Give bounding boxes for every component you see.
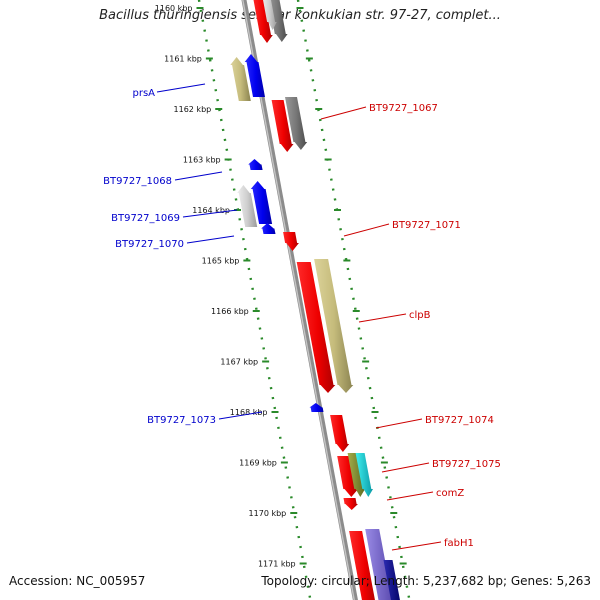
gene-label-bt9727_1068[interactable]: BT9727_1068	[103, 176, 172, 187]
kbp-label: 1171 kbp	[258, 560, 296, 569]
gene-1067-gray[interactable]	[285, 97, 308, 150]
leader-line	[174, 171, 223, 181]
gene-label-bt9727_1071[interactable]: BT9727_1071	[392, 220, 461, 231]
leader-line	[386, 491, 434, 501]
leader-line	[343, 223, 390, 237]
gene-label-prsa[interactable]: prsA	[132, 88, 155, 99]
gene-top-gray[interactable]	[268, 0, 288, 42]
gene-label-bt9727_1070[interactable]: BT9727_1070	[115, 239, 184, 250]
gene-label-bt9727_1075[interactable]: BT9727_1075	[432, 459, 501, 470]
gene-1071[interactable]	[283, 232, 299, 251]
leader-line	[358, 313, 407, 323]
gene-1075-cyan[interactable]	[355, 453, 373, 497]
gene-fabH1[interactable]	[349, 531, 377, 600]
gene-1069-lgray[interactable]	[237, 185, 258, 227]
gene-clpB-khaki[interactable]	[314, 259, 354, 393]
kbp-label: 1169 kbp	[239, 459, 277, 468]
gene-label-comz[interactable]: comZ	[436, 488, 464, 499]
genome-summary-text: Topology: circular; Length: 5,237,682 bp…	[261, 574, 591, 588]
leader-line	[375, 418, 423, 429]
kbp-ruler: 1160 kbp 1161 kbp 1162 kbp 1163 kbp 1164 kbp…	[155, 0, 411, 600]
gene-label-bt9727_1073[interactable]: BT9727_1073	[147, 415, 216, 426]
gene-prsA[interactable]	[244, 54, 265, 97]
map-title: Bacillus thuringiensis serovar konkukian…	[99, 8, 501, 23]
gene-label-clpb[interactable]: clpB	[409, 310, 431, 321]
accession-text: Accession: NC_005957	[9, 574, 146, 588]
kbp-label: 1166 kbp	[211, 307, 249, 316]
leader-line	[156, 83, 206, 93]
gene-prsA-khaki[interactable]	[230, 57, 251, 101]
gene-labels: prsA BT9727_1068 BT9727_1069 BT9727_1070 BT9…	[103, 83, 501, 551]
kbp-label: 1167 kbp	[220, 358, 258, 367]
kbp-label: 1168 kbp	[230, 408, 268, 417]
leader-line	[391, 541, 442, 551]
kbp-label: 1170 kbp	[249, 509, 287, 518]
leader-line	[218, 411, 263, 420]
gene-1075[interactable]	[337, 456, 359, 497]
gene-label-fabh1[interactable]: fabH1	[444, 538, 474, 549]
gene-label-bt9727_1074[interactable]: BT9727_1074	[425, 415, 494, 426]
gene-1074[interactable]	[330, 415, 350, 452]
kbp-label: 1165 kbp	[202, 257, 240, 266]
gene-fabH1-purple[interactable]	[365, 529, 395, 600]
gene-top-lgray[interactable]	[262, 0, 277, 30]
gene-features[interactable]	[230, 0, 402, 600]
gene-label-bt9727_1067[interactable]: BT9727_1067	[369, 103, 438, 114]
kbp-label: 1160 kbp	[155, 4, 193, 13]
gene-1069[interactable]	[250, 181, 273, 224]
kbp-label: 1163 kbp	[183, 156, 221, 165]
leader-line	[320, 106, 367, 120]
gene-comZ[interactable]	[343, 498, 359, 510]
kbp-label: 1162 kbp	[174, 105, 212, 114]
gene-1073[interactable]	[309, 403, 324, 412]
gene-fabH1-navy[interactable]	[383, 560, 403, 600]
kbp-label: 1161 kbp	[164, 55, 202, 64]
gene-top-red[interactable]	[253, 0, 273, 43]
gene-clpB[interactable]	[296, 262, 336, 393]
gene-1075-olive[interactable]	[347, 453, 365, 497]
kbp-label: 1164 kbp	[192, 206, 230, 215]
gene-1067[interactable]	[271, 100, 294, 152]
leader-line	[182, 209, 238, 218]
leader-line	[186, 235, 235, 244]
gene-1070[interactable]	[261, 223, 276, 234]
gene-1068[interactable]	[248, 159, 263, 170]
gene-label-bt9727_1069[interactable]: BT9727_1069	[111, 213, 180, 224]
leader-line	[381, 462, 430, 473]
